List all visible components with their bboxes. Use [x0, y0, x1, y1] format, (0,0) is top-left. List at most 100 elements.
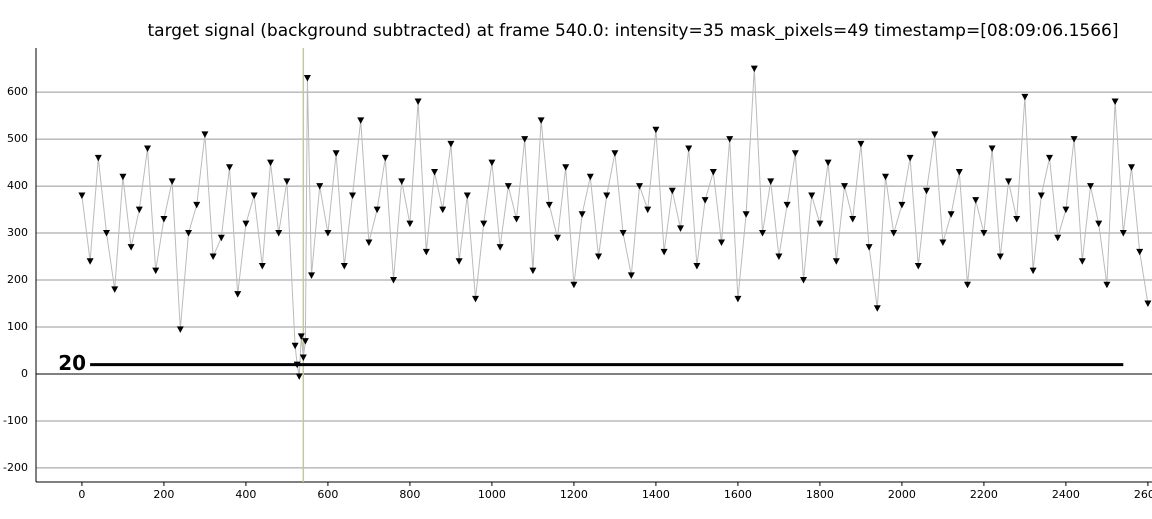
- data-point: [242, 220, 250, 228]
- data-point: [297, 333, 305, 340]
- y-tick-label: -100: [3, 414, 28, 427]
- data-point: [1062, 206, 1070, 214]
- x-tick-label: 2400: [1052, 488, 1080, 501]
- data-point: [873, 305, 881, 312]
- data-point: [783, 201, 791, 209]
- data-point: [127, 244, 135, 251]
- data-point: [750, 65, 758, 73]
- data-point: [882, 173, 890, 181]
- data-point: [964, 281, 972, 289]
- data-point: [701, 197, 709, 204]
- data-point: [939, 239, 947, 246]
- data-point: [217, 234, 225, 242]
- data-point: [570, 281, 578, 289]
- x-tick-label: 800: [399, 488, 420, 501]
- data-point: [414, 98, 422, 106]
- data-point: [742, 211, 750, 218]
- data-point: [1029, 267, 1037, 275]
- data-point: [800, 277, 808, 284]
- data-point: [759, 230, 767, 237]
- data-point: [422, 248, 430, 256]
- data-point: [1005, 178, 1013, 185]
- data-point: [299, 354, 307, 362]
- data-point: [1078, 258, 1086, 265]
- data-point: [1144, 300, 1152, 308]
- data-point: [947, 211, 955, 218]
- data-point: [734, 295, 742, 303]
- data-point: [332, 150, 340, 157]
- data-point: [775, 253, 783, 261]
- data-point: [357, 117, 365, 124]
- data-point: [980, 230, 988, 237]
- data-point: [931, 131, 939, 138]
- data-point: [488, 159, 496, 167]
- data-point: [168, 178, 176, 185]
- data-point: [890, 230, 898, 237]
- data-point: [554, 234, 562, 242]
- data-point: [767, 178, 775, 185]
- y-tick-label: 100: [7, 320, 28, 333]
- data-point: [185, 230, 193, 237]
- x-tick-label: 600: [317, 488, 338, 501]
- x-tick-label: 1400: [642, 488, 670, 501]
- data-point: [914, 262, 922, 270]
- data-point: [718, 239, 726, 246]
- data-point: [595, 253, 603, 261]
- x-tick-label: 2200: [970, 488, 998, 501]
- data-point: [103, 230, 111, 237]
- data-point: [857, 140, 865, 148]
- y-tick-label: 200: [7, 273, 28, 286]
- data-point: [972, 197, 980, 204]
- data-point: [923, 187, 931, 195]
- x-tick-label: 400: [235, 488, 256, 501]
- series-line: [81, 68, 1149, 377]
- data-point: [693, 262, 701, 270]
- data-point: [906, 154, 914, 162]
- data-point: [586, 173, 594, 181]
- data-point: [808, 192, 816, 199]
- data-point: [521, 136, 529, 143]
- data-point: [1095, 220, 1103, 228]
- x-tick-label: 1000: [478, 488, 506, 501]
- data-point: [324, 230, 332, 237]
- data-point: [291, 342, 299, 350]
- data-point: [1111, 98, 1119, 106]
- data-point: [373, 206, 381, 214]
- data-point: [201, 131, 209, 138]
- data-point: [791, 150, 799, 157]
- data-point: [455, 258, 463, 265]
- data-point: [865, 244, 873, 251]
- data-point: [365, 239, 373, 246]
- y-tick-label: -200: [3, 461, 28, 474]
- data-point: [406, 220, 414, 228]
- data-point: [685, 145, 693, 153]
- data-point: [226, 164, 234, 171]
- data-point: [431, 169, 439, 176]
- data-point: [545, 201, 553, 209]
- data-point: [463, 192, 471, 199]
- data-point: [955, 169, 963, 176]
- data-point: [381, 154, 389, 162]
- data-point: [119, 173, 127, 181]
- data-point: [529, 267, 537, 275]
- data-point: [562, 164, 570, 171]
- data-point: [301, 338, 309, 345]
- data-point: [668, 187, 676, 195]
- data-point: [283, 178, 291, 185]
- data-point: [193, 201, 201, 209]
- data-point: [340, 262, 348, 270]
- data-point: [1087, 183, 1095, 190]
- data-point: [611, 150, 619, 157]
- data-point: [160, 215, 168, 223]
- data-point: [275, 230, 283, 237]
- data-point: [176, 326, 184, 333]
- data-point: [480, 220, 488, 228]
- data-point: [78, 192, 86, 199]
- data-point: [1136, 248, 1144, 256]
- data-point: [644, 206, 652, 214]
- data-point: [349, 192, 357, 199]
- data-point: [398, 178, 406, 185]
- data-point: [1021, 93, 1029, 101]
- data-point: [603, 192, 611, 199]
